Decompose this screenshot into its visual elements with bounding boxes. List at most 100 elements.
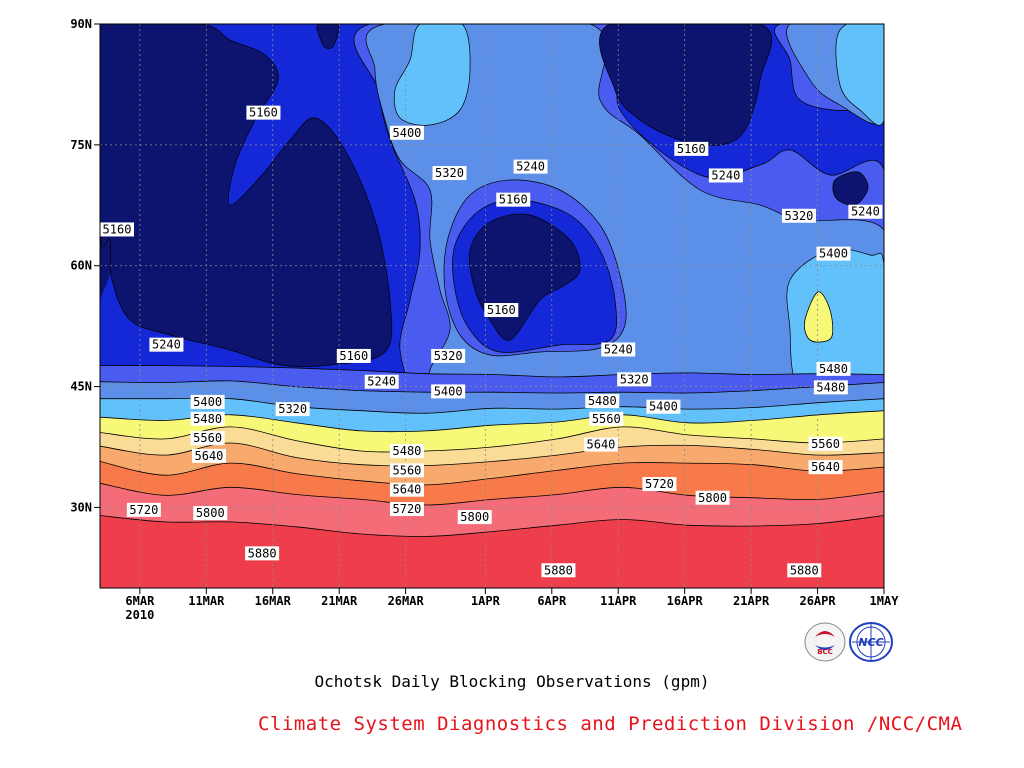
contour-label: 5640 — [808, 460, 843, 475]
contour-fills — [100, 24, 884, 588]
contour-label-text: 5480 — [816, 380, 845, 394]
credit-text: Climate System Diagnostics and Predictio… — [258, 713, 963, 735]
contour-label-text: 5240 — [516, 160, 545, 174]
contour-label-text: 5880 — [544, 563, 573, 577]
contour-label: 5640 — [389, 482, 424, 497]
contour-label-text: 5800 — [196, 506, 225, 520]
contour-label-box — [191, 448, 226, 463]
contour-label: 5240 — [708, 168, 743, 183]
x-tick-label: 1MAY — [870, 594, 900, 608]
contour-label-text: 5880 — [248, 546, 277, 560]
contour-label: 5480 — [190, 411, 225, 426]
contour-label-text: 5720 — [393, 502, 422, 516]
contour-label: 5240 — [601, 342, 636, 357]
contour-label-text: 5160 — [339, 349, 368, 363]
x-tick-label: 6MAR — [125, 594, 155, 608]
fill-below-5160-1 — [100, 24, 393, 368]
contour-label-box — [149, 337, 184, 352]
contour-label-text: 5400 — [434, 384, 463, 398]
contour-label: 5240 — [848, 204, 883, 219]
contour-label-text: 5320 — [620, 372, 649, 386]
contour-label: 5400 — [389, 125, 424, 140]
contour-label-text: 5400 — [649, 400, 678, 414]
contour-label-box — [364, 374, 399, 389]
x-tick-label: 11MAR — [188, 594, 225, 608]
contour-label-text: 5320 — [434, 349, 463, 363]
contour-label-box — [431, 348, 466, 363]
contour-label-box — [246, 105, 281, 120]
contour-label-text: 5640 — [393, 483, 422, 497]
contour-label-box — [496, 192, 531, 207]
y-tick-label: 60N — [70, 259, 92, 273]
contour-label-box — [816, 361, 851, 376]
contour-label-text: 5160 — [103, 222, 132, 236]
contour-label: 5320 — [781, 208, 816, 223]
contour-label: 5160 — [484, 303, 519, 318]
contour-5560 — [100, 426, 884, 453]
contour-label-text: 5720 — [129, 503, 158, 517]
y-tick-label: 30N — [70, 500, 92, 514]
contour-label-text: 5160 — [499, 193, 528, 207]
contour-label-text: 5320 — [278, 402, 307, 416]
y-tick-label: 45N — [70, 380, 92, 394]
contour-label-box — [695, 490, 730, 505]
contour-label: 5240 — [513, 159, 548, 174]
contour-label: 5560 — [808, 436, 843, 451]
contour-label: 5240 — [364, 374, 399, 389]
contour-label-text: 5560 — [592, 412, 621, 426]
contour-label: 5400 — [190, 394, 225, 409]
contour-label-text: 5320 — [785, 209, 814, 223]
contour-label-box — [389, 444, 424, 459]
fill-5400-5480-ne — [835, 24, 884, 126]
contour-label-text: 5160 — [677, 142, 706, 156]
contour-5320 — [100, 380, 884, 394]
contour-label-text: 5560 — [393, 463, 422, 477]
contour-label-text: 5880 — [790, 563, 819, 577]
contour-label-box — [808, 436, 843, 451]
contour-label-text: 5480 — [193, 412, 222, 426]
contour-label-box — [275, 402, 310, 417]
contour-label-text: 5240 — [851, 205, 880, 219]
contour-label: 5640 — [583, 437, 618, 452]
contour-label: 5720 — [389, 502, 424, 517]
contour-label-text: 5640 — [811, 460, 840, 474]
contour-label-box — [617, 372, 652, 387]
contour-label-box — [389, 125, 424, 140]
contour-label-box — [193, 506, 228, 521]
contour-label: 5320 — [431, 348, 466, 363]
contour-label: 5800 — [193, 506, 228, 521]
contour-label-text: 5640 — [587, 438, 616, 452]
contour-label: 5400 — [816, 246, 851, 261]
contour-label-box — [389, 463, 424, 478]
contour-label-text: 5480 — [588, 394, 617, 408]
x-tick-label: 26APR — [799, 594, 836, 608]
contour-label-box — [431, 384, 466, 399]
contour-label: 5160 — [336, 348, 371, 363]
contour-label: 5160 — [246, 105, 281, 120]
contour-label-box — [513, 159, 548, 174]
contour-label-box — [541, 563, 576, 578]
contour-label: 5160 — [674, 141, 709, 156]
contour-label-box — [336, 348, 371, 363]
contour-label-box — [816, 246, 851, 261]
x-tick-label: 26MAR — [388, 594, 425, 608]
contour-label: 5800 — [457, 510, 492, 525]
fill-below-5160-3 — [832, 171, 869, 206]
contour-label-text: 5320 — [435, 166, 464, 180]
x-tick-label: 16APR — [667, 594, 704, 608]
contour-label-box — [781, 208, 816, 223]
x-tick-sublabel: 2010 — [125, 608, 154, 622]
contour-label-text: 5400 — [393, 126, 422, 140]
band-5880 — [100, 515, 884, 588]
x-tick-label: 16MAR — [255, 594, 292, 608]
contour-label: 5640 — [191, 448, 226, 463]
contour-5480 — [100, 410, 884, 433]
fill-5480-5560-pocket-top — [804, 291, 834, 343]
contour-label: 5160 — [100, 222, 134, 237]
contour-label: 5560 — [190, 431, 225, 446]
x-tick-label: 21MAR — [321, 594, 358, 608]
chart-title: Ochotsk Daily Blocking Observations (gpm… — [314, 672, 710, 691]
contour-5800 — [100, 482, 884, 506]
